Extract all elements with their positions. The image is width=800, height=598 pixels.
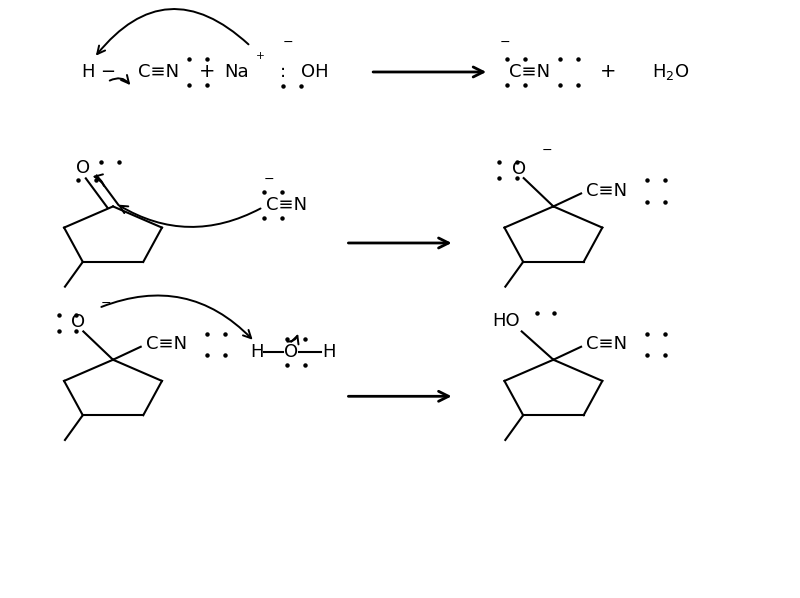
Text: $^-$: $^-$ [98, 299, 112, 317]
Text: H$_2$O: H$_2$O [652, 62, 690, 82]
Text: HO: HO [492, 312, 520, 330]
Text: $^+$: $^+$ [254, 51, 266, 66]
Text: H: H [82, 63, 95, 81]
Text: +: + [198, 62, 215, 81]
Text: −: − [101, 63, 116, 81]
Text: C≡N: C≡N [266, 196, 307, 213]
Text: $^-$: $^-$ [280, 38, 294, 56]
Text: C≡N: C≡N [586, 182, 627, 200]
Text: $^-$: $^-$ [497, 38, 511, 56]
Text: O: O [512, 160, 526, 178]
Text: O: O [284, 343, 298, 361]
Text: O: O [76, 158, 90, 176]
Text: C≡N: C≡N [146, 335, 187, 353]
Text: $^-$: $^-$ [262, 175, 275, 193]
Text: Na: Na [225, 63, 249, 81]
Text: OH: OH [301, 63, 329, 81]
Text: $^-$: $^-$ [538, 145, 553, 163]
Text: +: + [599, 62, 616, 81]
Text: O: O [71, 313, 86, 331]
Text: C≡N: C≡N [586, 335, 627, 353]
Text: H: H [322, 343, 335, 361]
Text: H: H [250, 343, 263, 361]
Text: :: : [280, 63, 286, 81]
Text: C≡N: C≡N [509, 63, 550, 81]
Text: C≡N: C≡N [138, 63, 179, 81]
